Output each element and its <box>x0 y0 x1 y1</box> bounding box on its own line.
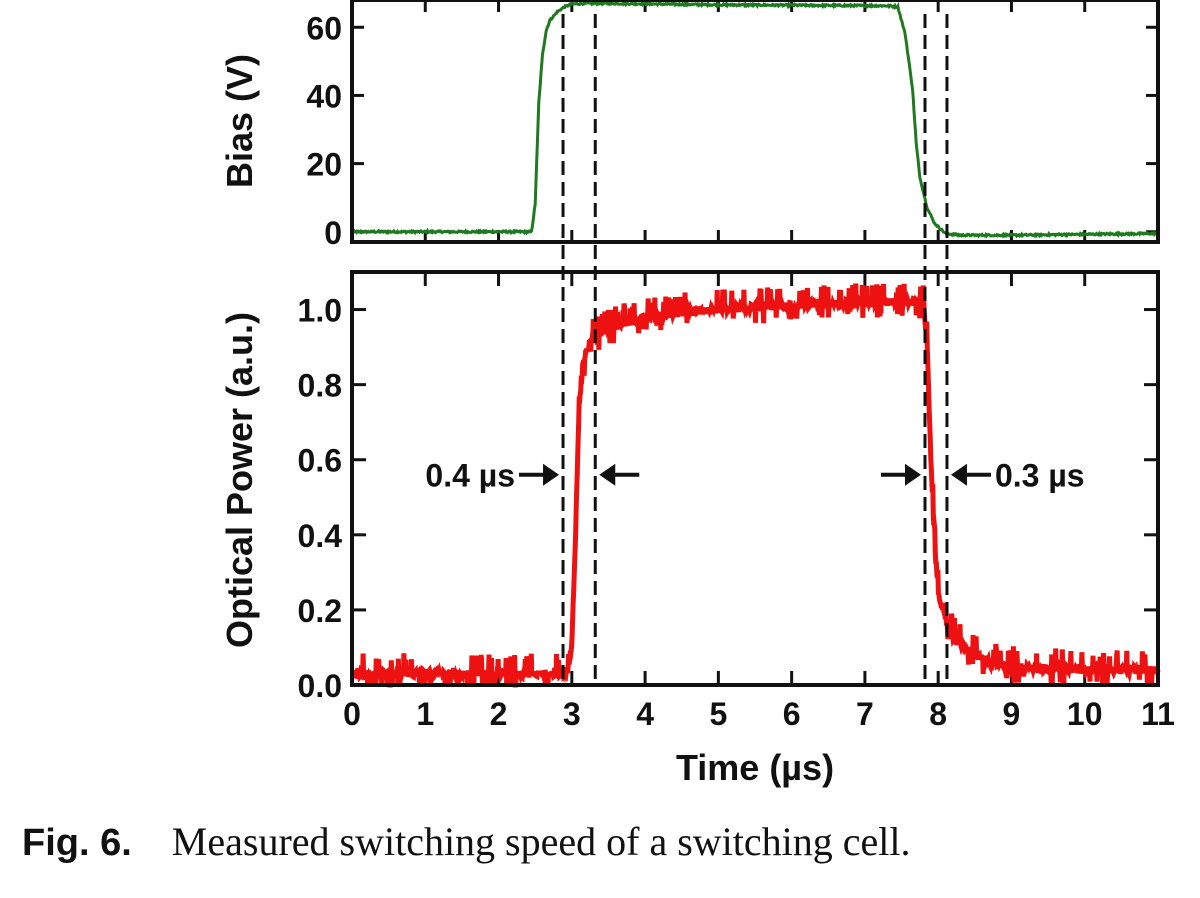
x-tick-label: 2 <box>490 696 508 732</box>
switching-time-label: 0.4 µs <box>425 458 515 494</box>
optical-plot-frame <box>350 270 1160 687</box>
optical-panel: 0 1 2 3 4 5 6 7 8 9 10 11 0.0 0.2 0.4 0.6 0.8 1.0 Optical… <box>219 270 1175 788</box>
x-tick-label: 3 <box>563 696 581 732</box>
arrow-left-head-icon <box>599 463 616 486</box>
arrow-right-head-icon <box>543 463 560 486</box>
optical-tick-labels: 0 1 2 3 4 5 6 7 8 9 10 11 0.0 0.2 0.4 0.6 0.8 1.0 <box>298 293 1175 732</box>
bias-y-axis-label: Bias (V) <box>219 54 260 188</box>
x-tick-label: 11 <box>1141 696 1175 732</box>
x-axis-label: Time (µs) <box>676 747 834 788</box>
caption-text: Measured switching speed of a switching … <box>171 819 911 864</box>
bias-y-tick-label: 60 <box>306 10 342 46</box>
bias-panel: 0 20 40 60 Bias (V) <box>219 0 1160 251</box>
x-tick-label: 4 <box>636 696 654 732</box>
x-tick-label: 10 <box>1067 696 1103 732</box>
optical-y-tick-label: 0.4 <box>298 518 343 554</box>
optical-y-tick-label: 0.6 <box>298 443 342 479</box>
bias-ticks <box>350 0 1160 242</box>
bias-series-line <box>351 0 1159 239</box>
x-tick-label: 9 <box>1003 696 1021 732</box>
x-tick-label: 8 <box>929 696 947 732</box>
caption-label: Fig. 6. <box>22 822 132 864</box>
x-tick-label: 5 <box>709 696 727 732</box>
x-tick-label: 7 <box>856 696 874 732</box>
optical-y-axis-label: Optical Power (a.u.) <box>219 312 260 648</box>
optical-y-tick-label: 0.2 <box>298 593 342 629</box>
optical-y-tick-label: 0.0 <box>298 668 342 704</box>
bias-y-tick-label: 0 <box>324 215 342 251</box>
optical-y-tick-label: 1.0 <box>298 293 342 329</box>
bias-tick-labels: 0 20 40 60 <box>306 10 342 251</box>
optical-y-tick-label: 0.8 <box>298 368 342 404</box>
bias-y-tick-label: 40 <box>306 78 342 114</box>
x-tick-label: 0 <box>343 696 361 732</box>
switching-markers: 0.4 µs 0.3 µs <box>425 14 1085 681</box>
optical-series-line <box>350 283 1161 688</box>
bias-plot-frame <box>350 0 1160 244</box>
figure-caption: Fig. 6. Measured switching speed of a swi… <box>22 818 1182 878</box>
switching-time-label: 0.3 µs <box>995 458 1085 494</box>
bias-y-tick-label: 20 <box>306 147 342 183</box>
arrow-right-head-icon <box>904 463 921 486</box>
x-tick-label: 6 <box>783 696 801 732</box>
x-tick-label: 1 <box>416 696 434 732</box>
arrow-left-head-icon <box>950 463 967 486</box>
